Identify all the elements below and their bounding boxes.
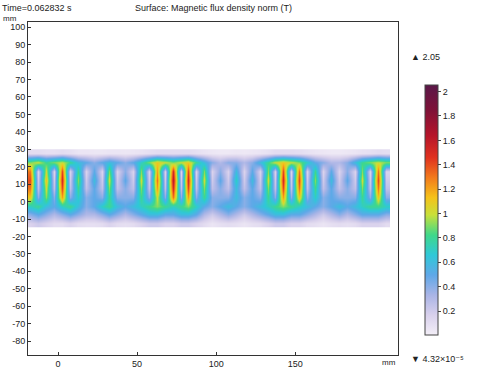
svg-text:80: 80 (15, 57, 25, 67)
svg-text:0.6: 0.6 (443, 257, 456, 267)
svg-text:0.4: 0.4 (443, 282, 456, 292)
svg-text:20: 20 (15, 162, 25, 172)
svg-text:100: 100 (209, 359, 224, 369)
svg-text:Surface: Magnetic flux density: Surface: Magnetic flux density norm (T) (135, 3, 292, 13)
svg-text:Time=0.062832 s: Time=0.062832 s (2, 3, 72, 13)
svg-text:0: 0 (56, 359, 61, 369)
svg-text:1: 1 (443, 209, 448, 219)
svg-text:-40: -40 (12, 266, 25, 276)
svg-text:2: 2 (443, 87, 448, 97)
svg-text:0.2: 0.2 (443, 306, 456, 316)
svg-text:▼ 4.32×10⁻⁵: ▼ 4.32×10⁻⁵ (411, 354, 464, 364)
svg-text:-80: -80 (12, 336, 25, 346)
svg-text:1.6: 1.6 (443, 136, 456, 146)
svg-text:0: 0 (20, 197, 25, 207)
svg-text:40: 40 (15, 127, 25, 137)
svg-text:60: 60 (15, 92, 25, 102)
svg-text:1.8: 1.8 (443, 111, 456, 121)
svg-text:0.8: 0.8 (443, 233, 456, 243)
svg-text:-70: -70 (12, 319, 25, 329)
svg-text:1.2: 1.2 (443, 184, 456, 194)
svg-text:50: 50 (132, 359, 142, 369)
svg-text:-30: -30 (12, 249, 25, 259)
svg-text:-60: -60 (12, 301, 25, 311)
svg-text:mm: mm (3, 14, 17, 23)
svg-text:mm: mm (382, 358, 396, 367)
svg-text:-50: -50 (12, 284, 25, 294)
svg-text:30: 30 (15, 144, 25, 154)
svg-text:-10: -10 (12, 214, 25, 224)
svg-text:10: 10 (15, 179, 25, 189)
svg-text:150: 150 (288, 359, 303, 369)
svg-text:1.4: 1.4 (443, 160, 456, 170)
svg-text:▲ 2.05: ▲ 2.05 (411, 52, 440, 62)
svg-text:50: 50 (15, 110, 25, 120)
svg-text:70: 70 (15, 75, 25, 85)
svg-text:100: 100 (10, 22, 25, 32)
svg-text:90: 90 (15, 40, 25, 50)
svg-text:-20: -20 (12, 232, 25, 242)
